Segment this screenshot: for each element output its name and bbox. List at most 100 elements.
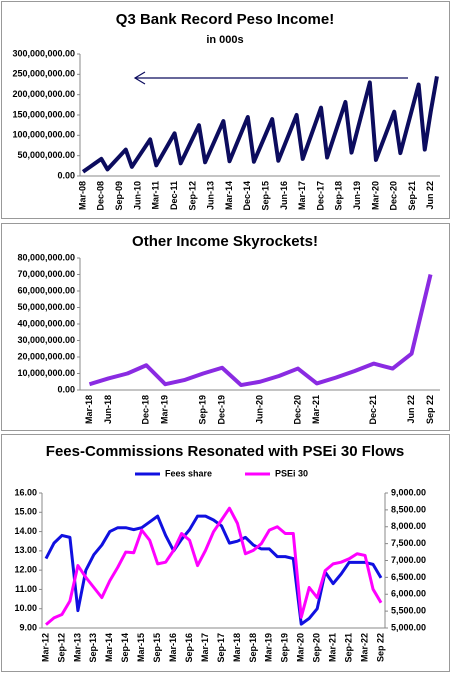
x-tick-label: Sep 22 [375, 633, 385, 662]
y-tick-label: 40,000,000.00 [17, 318, 75, 328]
panel [1, 1, 450, 219]
x-tick-label: Dec-08 [96, 181, 106, 211]
y-tick-label: 10.00 [14, 603, 37, 613]
y-tick-label: 13.00 [14, 545, 37, 555]
x-tick-label: Mar-20 [296, 633, 306, 662]
y-tick-label: 16.00 [14, 487, 37, 497]
x-tick-label: Sep 22 [425, 395, 435, 424]
x-tick-label: Jun-19 [352, 181, 362, 210]
y-tick-label: 20,000,000.00 [17, 351, 75, 361]
y2-tick-label: 5,500.00 [391, 606, 426, 616]
y-tick-label: 50,000,000.00 [17, 150, 75, 160]
chart-title: Fees-Commissions Resonated with PSEi 30 … [46, 443, 404, 460]
x-tick-label: Mar-21 [328, 633, 338, 662]
panel [1, 223, 450, 431]
y-tick-label: 11.00 [15, 584, 37, 594]
x-tick-label: Sep-21 [343, 633, 353, 663]
chart-title: Q3 Bank Record Peso Income! [116, 11, 334, 28]
y-tick-label: 9.00 [19, 622, 37, 632]
x-tick-label: Dec-14 [242, 181, 252, 211]
x-tick-label: Mar-19 [160, 395, 170, 424]
x-tick-label: Mar-11 [151, 181, 161, 210]
y-tick-label: 60,000,000.00 [17, 285, 75, 295]
y2-tick-label: 5,000.00 [391, 622, 426, 632]
x-tick-label: Mar-18 [232, 633, 242, 662]
x-tick-label: Sep-12 [187, 181, 197, 211]
x-tick-label: Sep-21 [407, 181, 417, 211]
y2-tick-label: 7,000.00 [391, 555, 426, 565]
data-line [88, 274, 433, 388]
y-tick-label: 14.00 [14, 526, 37, 536]
x-tick-label: Mar-18 [84, 395, 94, 424]
y-tick-label: 80,000,000.00 [17, 252, 75, 262]
x-tick-label: Dec-20 [292, 395, 302, 425]
data-line [81, 76, 439, 174]
data-line [45, 506, 383, 626]
x-tick-label: Sep-18 [248, 633, 258, 663]
x-tick-label: Sep-18 [334, 181, 344, 211]
x-tick-label: Mar-15 [136, 633, 146, 662]
y-tick-label: 0.00 [57, 170, 75, 180]
y2-tick-label: 7,500.00 [391, 538, 426, 548]
x-tick-label: Sep-16 [184, 633, 194, 663]
y-tick-label: 15.00 [14, 507, 37, 517]
y-tick-label: 250,000,000.00 [12, 69, 75, 79]
x-tick-label: Mar-17 [200, 633, 210, 662]
x-tick-label: Dec-18 [141, 395, 151, 425]
x-tick-label: Sep-20 [312, 633, 322, 663]
x-tick-label: Sep-15 [260, 181, 270, 211]
x-tick-label: Mar-14 [224, 181, 234, 210]
y-tick-label: 30,000,000.00 [17, 335, 75, 345]
chart-subtitle: in 000s [206, 34, 243, 46]
y2-tick-label: 6,000.00 [391, 589, 426, 599]
x-tick-label: Dec-21 [368, 395, 378, 425]
y-tick-label: 12.00 [14, 565, 37, 575]
y-tick-label: 10,000,000.00 [17, 368, 75, 378]
y-tick-label: 100,000,000.00 [12, 130, 75, 140]
y2-tick-label: 8,500.00 [391, 504, 426, 514]
x-tick-label: Dec-11 [169, 181, 179, 210]
x-tick-label: Sep-15 [152, 633, 162, 663]
x-tick-label: Mar-12 [40, 633, 50, 662]
x-tick-label: Mar-14 [104, 633, 114, 662]
x-tick-label: Mar-21 [311, 395, 321, 424]
x-tick-label: Mar-19 [264, 633, 274, 662]
x-tick-label: Dec-17 [315, 181, 325, 211]
x-tick-label: Dec-20 [389, 181, 399, 211]
y2-tick-label: 6,500.00 [391, 572, 426, 582]
y-tick-label: 300,000,000.00 [12, 48, 75, 58]
x-tick-label: Mar-17 [297, 181, 307, 210]
x-tick-label: Mar-22 [359, 633, 369, 662]
x-tick-label: Sep-14 [120, 633, 130, 663]
x-tick-label: Jun-18 [103, 395, 113, 424]
x-tick-label: Jun-20 [254, 395, 264, 424]
y2-tick-label: 8,000.00 [391, 521, 426, 531]
x-tick-label: Mar-08 [77, 181, 87, 210]
y-tick-label: 200,000,000.00 [12, 89, 75, 99]
x-tick-label: Mar-13 [72, 633, 82, 662]
x-tick-label: Sep-19 [198, 395, 208, 425]
arrow-head [133, 71, 146, 85]
y-tick-label: 50,000,000.00 [17, 302, 75, 312]
x-tick-label: Jun-10 [132, 181, 142, 210]
y-tick-label: 150,000,000.00 [12, 109, 75, 119]
x-tick-label: Sep-13 [88, 633, 98, 663]
chart-title: Other Income Skyrockets! [132, 233, 318, 250]
panel [1, 434, 450, 672]
x-tick-label: Sep-12 [56, 633, 66, 663]
x-tick-label: Jun 22 [425, 181, 435, 210]
x-tick-label: Dec-19 [216, 395, 226, 425]
y-tick-label: 0.00 [57, 384, 75, 394]
x-tick-label: Sep-17 [216, 633, 226, 663]
x-tick-label: Mar-16 [168, 633, 178, 662]
x-tick-label: Jun-16 [279, 181, 289, 210]
x-tick-label: Sep-19 [280, 633, 290, 663]
legend-label: Fees share [165, 468, 212, 478]
y2-tick-label: 9,000.00 [391, 487, 426, 497]
x-tick-label: Jun 22 [406, 395, 416, 424]
y-tick-label: 70,000,000.00 [17, 269, 75, 279]
x-tick-label: Mar-20 [370, 181, 380, 210]
x-tick-label: Sep-09 [114, 181, 124, 211]
x-tick-label: Jun-13 [206, 181, 216, 210]
